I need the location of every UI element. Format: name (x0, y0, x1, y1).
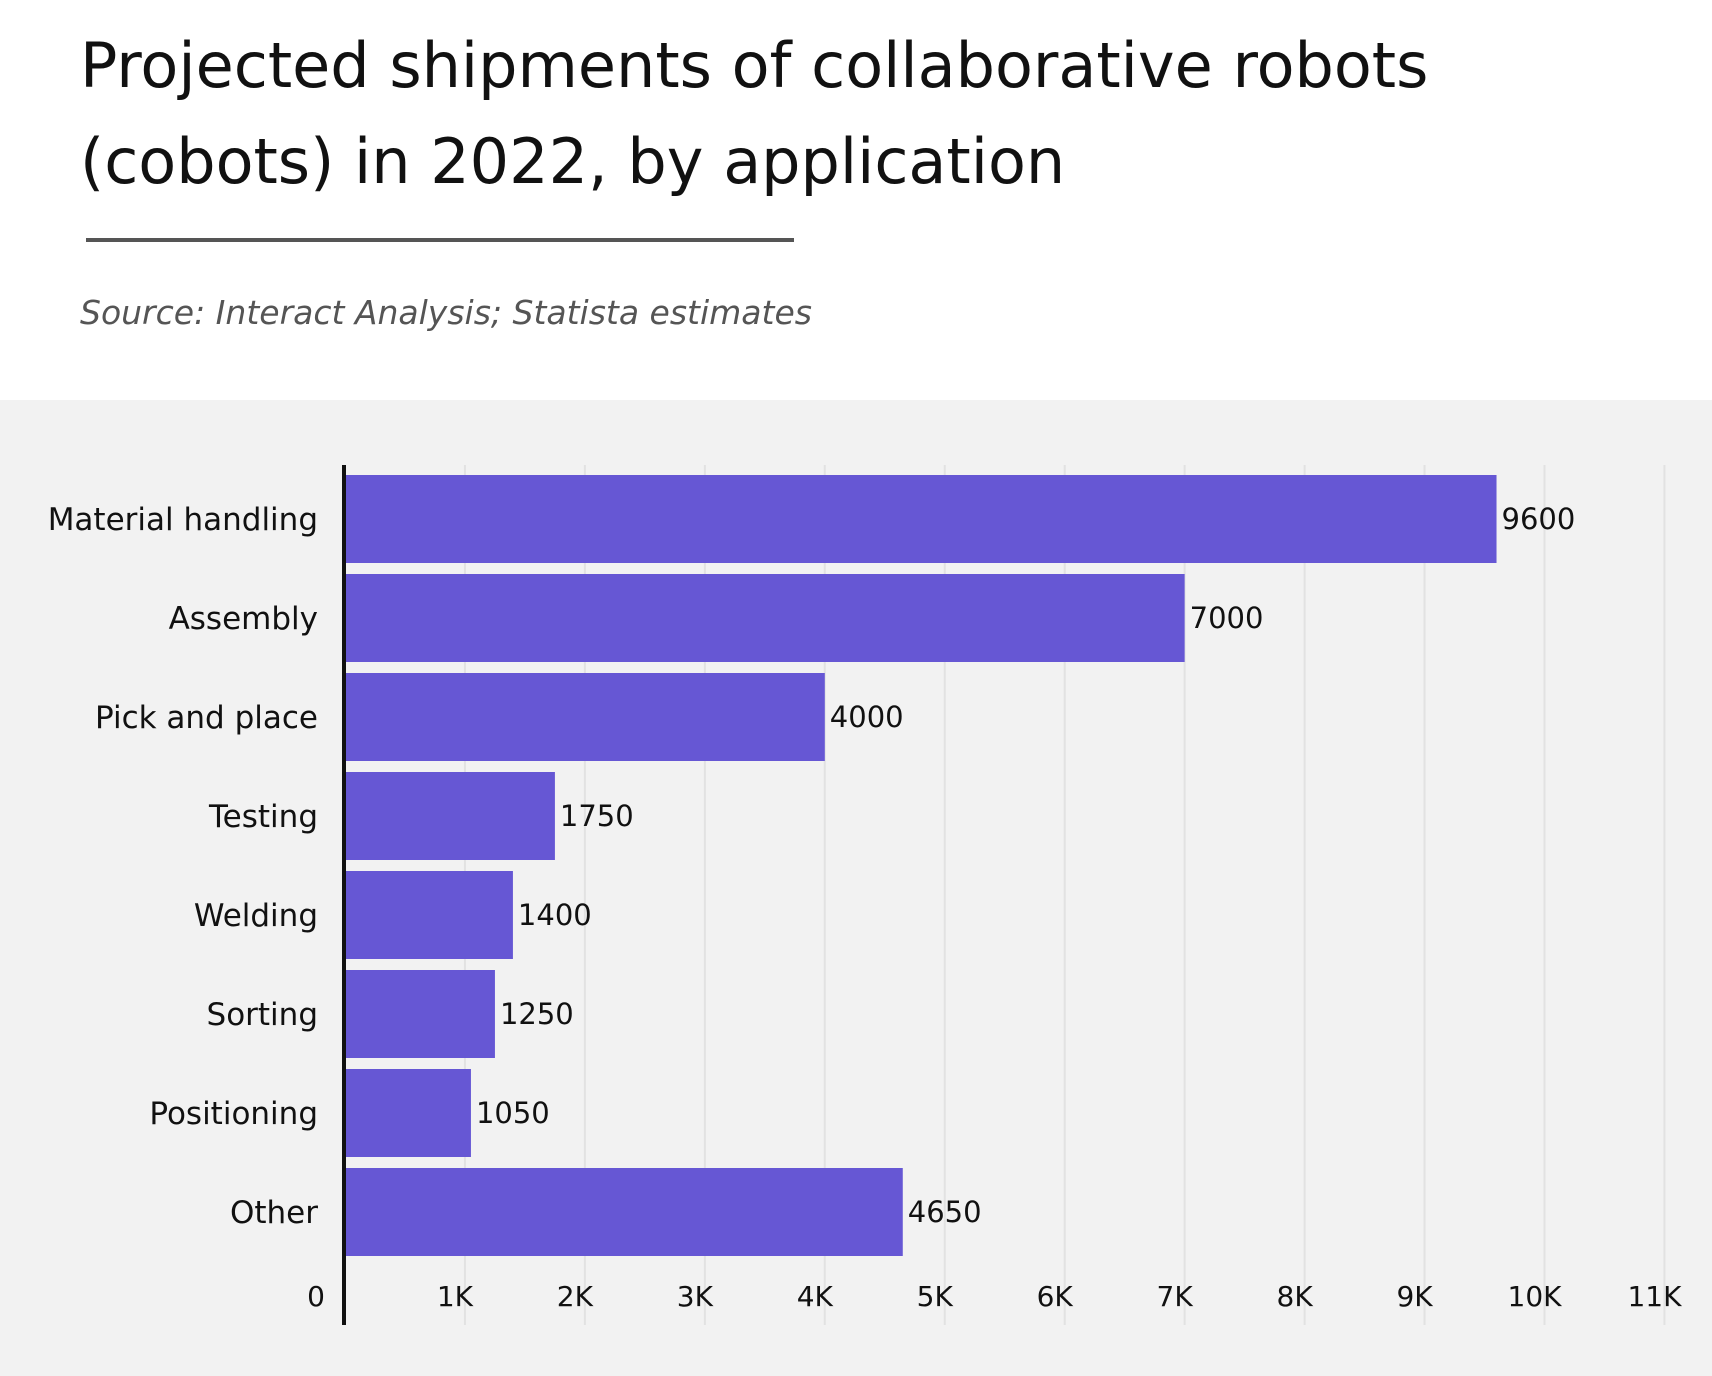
chart-title: Projected shipments of collaborative rob… (80, 29, 1429, 198)
category-label: Sorting (207, 997, 318, 1033)
bar (345, 1069, 471, 1157)
title-divider (86, 238, 794, 242)
data-label: 9600 (1502, 502, 1576, 536)
bar (345, 970, 495, 1058)
bar (345, 871, 513, 959)
data-label: 4650 (908, 1195, 982, 1229)
data-labels: 9600 7000 4000 1750 1400 1250 1050 4650 (476, 502, 1575, 1229)
x-tick-label: 10K (1508, 1280, 1563, 1313)
x-tick-label: 3K (677, 1280, 714, 1313)
category-label: Assembly (169, 601, 318, 637)
bar (345, 772, 555, 860)
chart-header: Projected shipments of collaborative rob… (0, 0, 1712, 400)
bar (345, 475, 1497, 563)
data-label: 1250 (500, 997, 574, 1031)
data-label: 1050 (476, 1096, 550, 1130)
x-tick-label: 8K (1277, 1280, 1314, 1313)
bar-chart: 9600 7000 4000 1750 1400 1250 1050 4650 Materia… (48, 465, 1682, 1325)
bar (345, 574, 1185, 662)
bars (345, 475, 1497, 1256)
x-tick-label: 2K (557, 1280, 594, 1313)
chart-source: Source: Interact Analysis; Statista esti… (80, 293, 812, 332)
category-label: Material handling (48, 502, 318, 538)
plot-area: 9600 7000 4000 1750 1400 1250 1050 4650 Materia… (0, 400, 1712, 1376)
category-label: Positioning (149, 1096, 318, 1132)
x-tick-label: 1K (437, 1280, 474, 1313)
category-label: Other (230, 1195, 318, 1231)
x-tick-label: 9K (1396, 1280, 1433, 1313)
bar (345, 1168, 903, 1256)
x-tick-label: 0 (307, 1280, 325, 1313)
x-axis-tick-labels: 0 1K 2K 3K 4K 5K 6K 7K 8K 9K 10K 11K (307, 1280, 1682, 1313)
x-tick-label: 5K (917, 1280, 954, 1313)
category-label: Welding (194, 898, 318, 934)
data-label: 7000 (1190, 601, 1264, 635)
x-tick-label: 4K (797, 1280, 834, 1313)
x-tick-label: 6K (1037, 1280, 1074, 1313)
bar (345, 673, 825, 761)
x-tick-label: 11K (1627, 1280, 1682, 1313)
x-tick-label: 7K (1157, 1280, 1194, 1313)
category-label: Pick and place (95, 700, 318, 736)
data-label: 4000 (830, 700, 904, 734)
data-label: 1400 (518, 898, 592, 932)
category-labels: Material handling Assembly Pick and place T… (48, 502, 319, 1231)
data-label: 1750 (560, 799, 634, 833)
category-label: Testing (208, 799, 318, 835)
